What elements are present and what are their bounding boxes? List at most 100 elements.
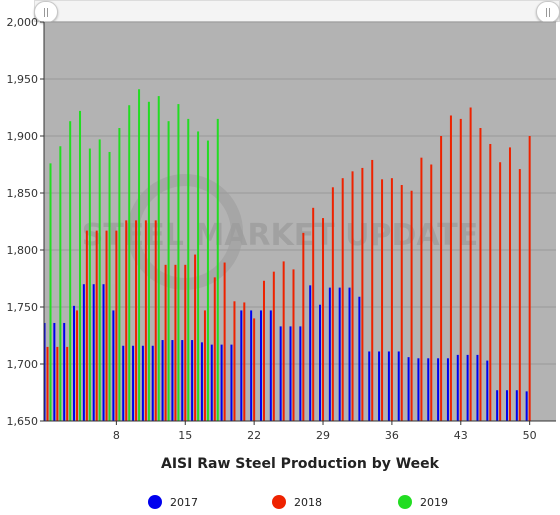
bar-2017-week-26 — [289, 326, 292, 421]
bar-2018-week-21 — [243, 302, 246, 421]
legend-item-2018[interactable]: 2018 — [272, 495, 322, 509]
bar-2017-week-45 — [476, 354, 479, 421]
bar-2017-week-48 — [505, 390, 508, 421]
bar-2018-week-13 — [164, 264, 167, 421]
bar-2017-week-5 — [82, 284, 85, 421]
bar-2017-week-15 — [181, 340, 184, 421]
bar-2018-week-17 — [203, 310, 206, 421]
bar-2017-week-11 — [141, 345, 144, 421]
bar-2017-week-32 — [348, 287, 351, 421]
bar-2019-week-13 — [167, 121, 170, 422]
bar-2017-week-41 — [437, 358, 440, 421]
axes — [43, 22, 556, 422]
bar-2019-week-4 — [79, 110, 82, 422]
bar-2017-week-4 — [73, 305, 76, 421]
legend-label-2019: 2019 — [420, 495, 448, 509]
bar-2018-week-14 — [174, 264, 177, 421]
bar-2018-week-5 — [85, 230, 88, 421]
chart-title: AISI Raw Steel Production by Week — [161, 456, 439, 472]
bar-2019-week-11 — [147, 101, 150, 422]
bar-2017-week-31 — [338, 287, 341, 421]
bar-2018-week-28 — [312, 207, 315, 421]
bar-2017-week-3 — [63, 322, 66, 421]
bar-2018-week-39 — [420, 157, 423, 421]
bar-2019-week-14 — [177, 104, 180, 421]
bar-2018-week-9 — [125, 220, 128, 421]
bar-2017-week-18 — [210, 344, 213, 421]
bar-2018-week-30 — [331, 187, 334, 421]
bar-2017-week-19 — [220, 344, 223, 421]
bar-2018-week-33 — [361, 167, 364, 421]
x-tick-label: 36 — [385, 429, 399, 442]
bars — [43, 89, 531, 422]
bar-2017-week-38 — [407, 357, 410, 421]
y-tick-label: 1,950 — [7, 73, 39, 86]
bar-2017-week-7 — [102, 284, 105, 421]
bar-2017-week-10 — [132, 345, 135, 421]
bar-2017-week-6 — [92, 284, 95, 421]
x-tick-label: 29 — [316, 429, 330, 442]
legend-dot-2018 — [272, 495, 286, 509]
bar-2019-week-17 — [206, 140, 209, 421]
legend-dot-2017 — [148, 495, 162, 509]
bar-2018-week-45 — [479, 128, 482, 421]
legend-item-2019[interactable]: 2019 — [398, 495, 448, 509]
bar-2018-week-8 — [115, 230, 118, 421]
x-tick-label: 43 — [454, 429, 468, 442]
bar-2019-week-16 — [197, 131, 200, 421]
bar-2017-week-42 — [446, 358, 449, 421]
bar-2018-week-38 — [410, 190, 413, 421]
bar-2017-week-14 — [171, 340, 174, 421]
bar-2018-week-18 — [213, 277, 216, 421]
bar-chart: STEEL MARKET UPDATE 1,650 1,700 1,750 1,800… — [7, 16, 556, 442]
y-tick-label: 1,800 — [7, 244, 39, 257]
bar-2018-week-40 — [430, 164, 433, 421]
bar-2018-week-27 — [302, 232, 305, 421]
bar-2018-week-22 — [253, 318, 256, 421]
bar-2017-week-20 — [230, 344, 233, 421]
bar-2017-week-28 — [309, 285, 312, 421]
bar-2018-week-10 — [135, 220, 138, 421]
bar-2017-week-2 — [53, 322, 56, 421]
bar-2017-week-8 — [112, 310, 115, 421]
bar-2019-week-10 — [138, 89, 141, 421]
bar-2018-week-46 — [489, 143, 492, 422]
bar-2018-week-23 — [262, 280, 265, 421]
bar-2017-week-44 — [466, 354, 469, 421]
legend-item-2017[interactable]: 2017 — [148, 495, 198, 509]
bar-2017-week-47 — [496, 390, 499, 421]
bar-2017-week-30 — [328, 287, 331, 421]
y-tick-label: 1,650 — [7, 415, 39, 428]
y-tick-label: 1,900 — [7, 130, 39, 143]
legend: 2017 2018 2019 — [0, 495, 560, 515]
y-tick-label: 2,000 — [7, 16, 39, 29]
watermark-text: STEEL MARKET UPDATE — [82, 218, 479, 253]
bar-2017-week-33 — [358, 296, 361, 421]
bar-2019-week-5 — [88, 148, 91, 422]
bar-2018-week-35 — [381, 179, 384, 421]
bar-2017-week-49 — [515, 390, 518, 421]
x-tick-label: 15 — [178, 429, 192, 442]
bar-2018-week-50 — [528, 136, 531, 421]
bar-2017-week-50 — [525, 391, 528, 421]
bar-2019-week-18 — [216, 118, 219, 422]
legend-label-2018: 2018 — [294, 495, 322, 509]
bar-2019-week-15 — [187, 118, 190, 422]
bar-2017-week-13 — [161, 340, 164, 421]
bar-2018-week-47 — [499, 162, 502, 421]
bar-2017-week-39 — [417, 358, 420, 421]
x-axis-ticks: 8 15 22 29 36 43 50 — [113, 421, 537, 442]
bar-2019-week-3 — [69, 121, 72, 422]
bar-2017-week-37 — [397, 351, 400, 421]
y-tick-label: 1,700 — [7, 358, 39, 371]
bar-2018-week-2 — [56, 346, 59, 421]
x-tick-label: 8 — [113, 429, 120, 442]
bar-2018-week-25 — [282, 261, 285, 421]
bar-2018-week-16 — [194, 254, 197, 421]
y-tick-label: 1,750 — [7, 301, 39, 314]
bar-2018-week-44 — [469, 107, 472, 421]
bar-2018-week-4 — [76, 310, 79, 421]
bar-2018-week-3 — [66, 346, 69, 421]
bar-2017-week-25 — [279, 326, 282, 421]
bar-2017-week-21 — [240, 310, 243, 421]
